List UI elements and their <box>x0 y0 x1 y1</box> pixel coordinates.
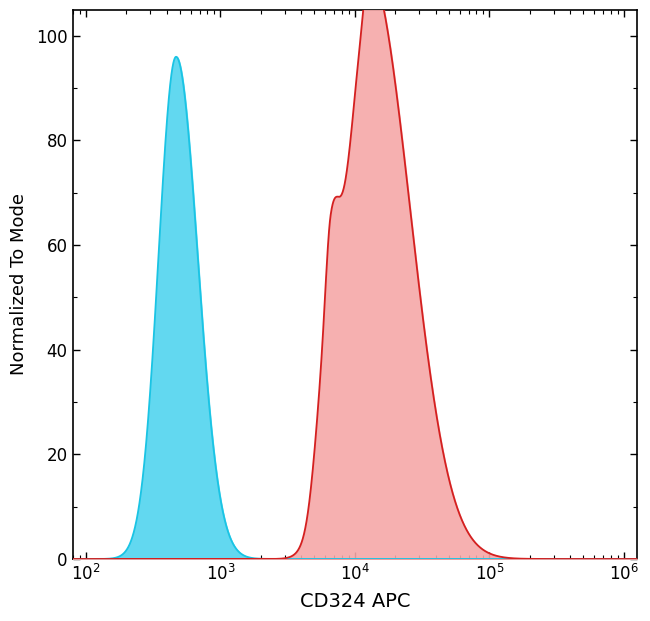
X-axis label: CD324 APC: CD324 APC <box>300 592 410 611</box>
Y-axis label: Normalized To Mode: Normalized To Mode <box>10 193 28 375</box>
